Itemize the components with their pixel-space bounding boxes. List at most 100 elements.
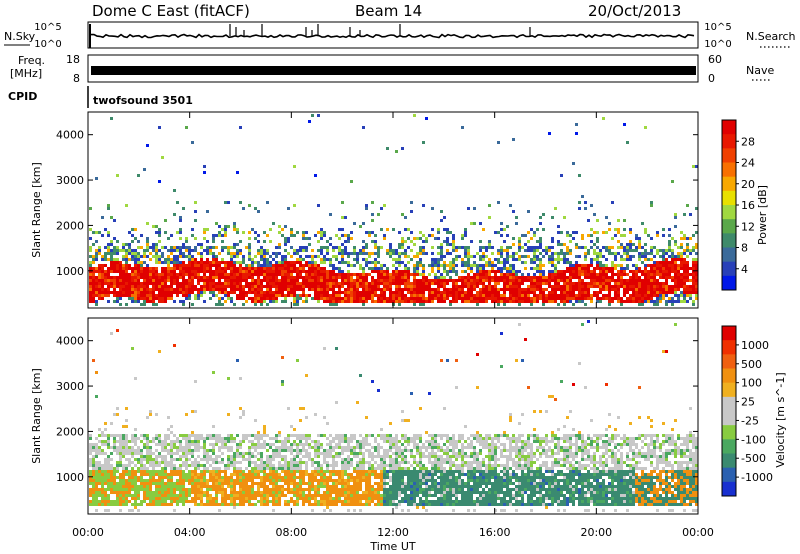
scatter-cell [170, 279, 173, 282]
scatter-cell [656, 297, 659, 300]
scatter-cell [155, 434, 158, 437]
scatter-cell [209, 288, 212, 291]
scatter-cell [383, 282, 386, 285]
scatter-cell [587, 234, 590, 237]
scatter-cell [650, 279, 653, 282]
scatter-cell [275, 246, 278, 249]
scatter-cell [413, 255, 416, 258]
scatter-cell [224, 446, 227, 449]
scatter-cell [617, 270, 620, 273]
scatter-cell [656, 270, 659, 273]
scatter-cell [155, 273, 158, 276]
scatter-cell [98, 231, 101, 234]
scatter-cell [308, 261, 311, 264]
scatter-cell [656, 300, 659, 303]
scatter-cell [422, 276, 425, 279]
scatter-cell [296, 252, 299, 255]
scatter-cell [296, 485, 299, 488]
scatter-cell [506, 225, 509, 228]
scatter-cell [314, 270, 317, 273]
scatter-cell [146, 461, 149, 464]
scatter-cell [92, 359, 95, 362]
scatter-cell [218, 303, 221, 306]
scatter-cell [557, 255, 560, 258]
scatter-cell [278, 261, 281, 264]
scatter-cell [563, 279, 566, 282]
scatter-cell [122, 500, 125, 503]
scatter-cell [107, 455, 110, 458]
scatter-cell [359, 225, 362, 228]
scatter-cell [233, 470, 236, 473]
scatter-cell [242, 494, 245, 497]
scatter-cell [374, 294, 377, 297]
scatter-cell [551, 237, 554, 240]
scatter-cell [641, 273, 644, 276]
scatter-cell [107, 270, 110, 273]
scatter-cell [143, 434, 146, 437]
scatter-cell [455, 285, 458, 288]
scatter-cell [146, 279, 149, 282]
scatter-cell [296, 303, 299, 306]
scatter-cell [266, 201, 269, 204]
scatter-cell [140, 455, 143, 458]
scatter-cell [470, 282, 473, 285]
scatter-cell [173, 270, 176, 273]
scatter-cell [377, 255, 380, 258]
scatter-cell [233, 222, 236, 225]
scatter-cell [275, 252, 278, 255]
scatter-cell [578, 294, 581, 297]
scatter-cell [320, 273, 323, 276]
scatter-cell [107, 207, 110, 210]
scatter-cell [284, 446, 287, 449]
scatter-cell [536, 276, 539, 279]
scatter-cell [113, 252, 116, 255]
scatter-cell [131, 467, 134, 470]
scatter-cell [137, 246, 140, 249]
scatter-cell [383, 285, 386, 288]
scatter-cell [449, 252, 452, 255]
scatter-cell [95, 443, 98, 446]
scatter-cell [149, 482, 152, 485]
scatter-cell [296, 285, 299, 288]
scatter-cell [146, 446, 149, 449]
scatter-cell [593, 270, 596, 273]
scatter-cell [155, 249, 158, 252]
scatter-cell [251, 434, 254, 437]
scatter-cell [320, 270, 323, 273]
scatter-cell [284, 488, 287, 491]
scatter-cell [245, 482, 248, 485]
scatter-cell [140, 485, 143, 488]
scatter-cell [398, 294, 401, 297]
scatter-cell [242, 288, 245, 291]
scatter-cell [278, 431, 281, 434]
scatter-cell [317, 288, 320, 291]
scatter-cell [443, 276, 446, 279]
scatter-cell [293, 267, 296, 270]
scatter-cell [311, 497, 314, 500]
scatter-cell [125, 285, 128, 288]
scatter-cell [338, 282, 341, 285]
scatter-cell [626, 288, 629, 291]
y-tick-label: 3000 [56, 174, 84, 187]
scatter-cell [320, 276, 323, 279]
scatter-cell [311, 446, 314, 449]
scatter-cell [311, 276, 314, 279]
scatter-cell [230, 282, 233, 285]
scatter-cell [176, 458, 179, 461]
scatter-cell [671, 258, 674, 261]
scatter-cell [476, 291, 479, 294]
scatter-cell [248, 434, 251, 437]
scatter-cell [92, 446, 95, 449]
scatter-cell [92, 267, 95, 270]
scatter-cell [179, 458, 182, 461]
scatter-cell [179, 488, 182, 491]
scatter-cell [257, 437, 260, 440]
scatter-cell [626, 273, 629, 276]
scatter-cell [449, 267, 452, 270]
scatter-cell [434, 282, 437, 285]
scatter-cell [506, 270, 509, 273]
scatter-cell [521, 279, 524, 282]
scatter-cell [110, 473, 113, 476]
scatter-cell [665, 288, 668, 291]
scatter-cell [230, 446, 233, 449]
